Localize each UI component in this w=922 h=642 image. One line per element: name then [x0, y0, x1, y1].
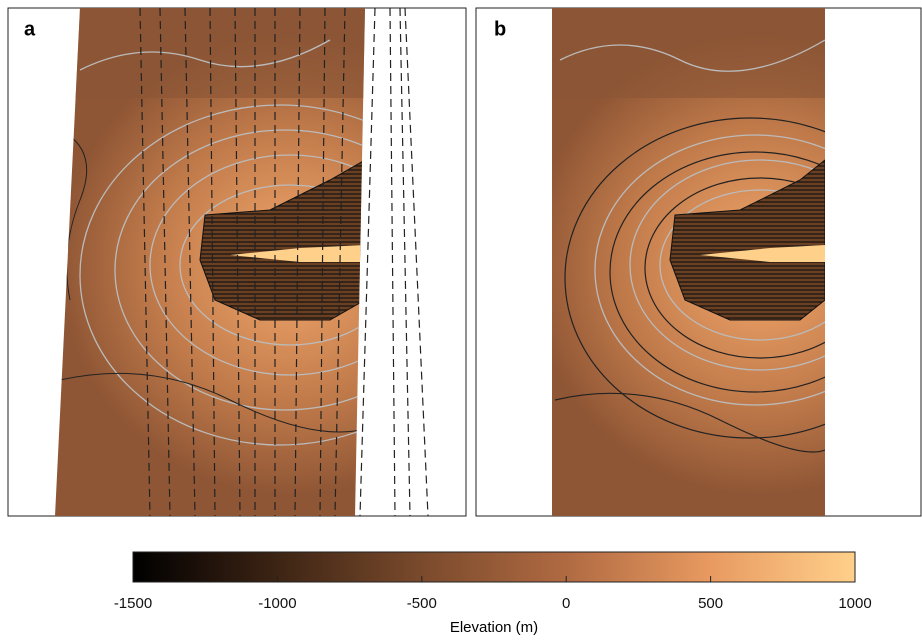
tick-label: -1500 [114, 595, 152, 612]
panel-label: a [24, 18, 36, 40]
panel-label: b [494, 18, 506, 40]
panel-a: a [8, 8, 480, 516]
colorbar: Elevation (m) -1500 -1000 -500 0 500 1000 [114, 552, 872, 636]
tick-label: 1000 [838, 595, 871, 612]
panel-b: b [476, 8, 922, 516]
colorbar-label: Elevation (m) [450, 619, 538, 636]
figure: a b Elevation (m) -150 [0, 0, 922, 642]
tick-label: -1000 [258, 595, 296, 612]
tick-label: -500 [407, 595, 437, 612]
tick-label: 0 [562, 595, 570, 612]
tick-label: 500 [698, 595, 723, 612]
colorbar-bar [133, 552, 855, 582]
